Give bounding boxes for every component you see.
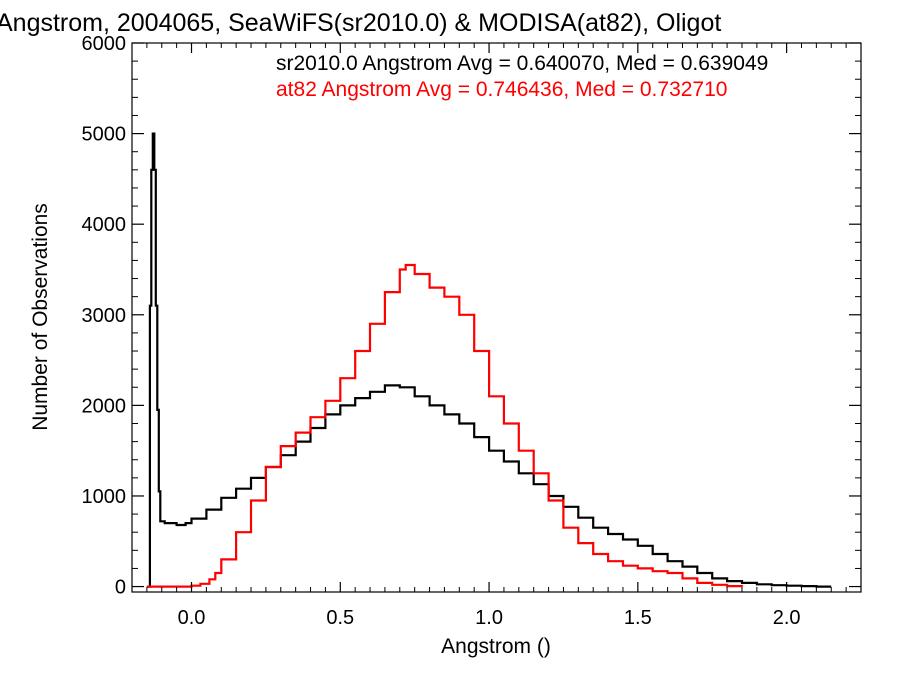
y-tick-label: 4000 (82, 214, 127, 236)
legend: sr2010.0 Angstrom Avg = 0.640070, Med = … (276, 52, 768, 101)
x-tick-label: 1.0 (475, 607, 503, 629)
plot-area (131, 42, 862, 593)
series-line-at82 (146, 263, 744, 588)
y-tick-label: 3000 (82, 305, 127, 327)
series-line-sr2010.0 (146, 132, 832, 588)
x-tick-label: 0.0 (178, 607, 206, 629)
x-axis-label: Angstrom () (441, 635, 551, 658)
y-tick-label: 5000 (82, 124, 127, 146)
series-layer (146, 132, 832, 588)
axis-layer: 0.0 0.5 1.0 1.5 2.0 0 1000 2000 3000 4000 5000 6000 (82, 33, 861, 629)
plot-frame (131, 42, 862, 593)
y-tick-label: 0 (115, 577, 126, 599)
y-tick-label: 2000 (82, 395, 127, 417)
y-tick-label: 1000 (82, 486, 127, 508)
y-tick-label: 6000 (82, 33, 127, 55)
x-tick-label: 1.5 (624, 607, 652, 629)
x-tick-label: 0.5 (326, 607, 354, 629)
y-axis-label: Number of Observations (29, 203, 52, 431)
x-tick-label: 2.0 (773, 607, 801, 629)
legend-entry-sr2010: sr2010.0 Angstrom Avg = 0.640070, Med = … (276, 52, 768, 75)
chart-title: Angstrom, 2004065, SeaWiFS(sr2010.0) & M… (0, 9, 721, 37)
legend-entry-at82: at82 Angstrom Avg = 0.746436, Med = 0.73… (276, 78, 727, 101)
